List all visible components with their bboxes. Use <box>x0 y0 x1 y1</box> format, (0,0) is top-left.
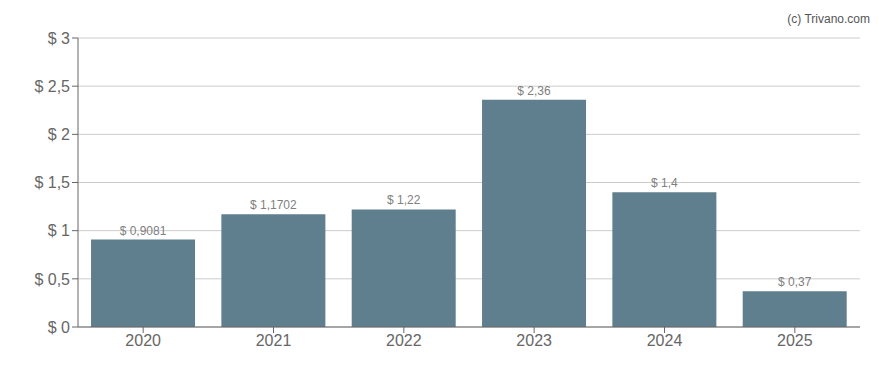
svg-text:$ 1,5: $ 1,5 <box>34 174 70 191</box>
svg-text:$ 0,9081: $ 0,9081 <box>120 224 167 238</box>
svg-text:$ 3: $ 3 <box>48 30 70 47</box>
svg-text:$ 2: $ 2 <box>48 126 70 143</box>
svg-text:$ 1,1702: $ 1,1702 <box>250 198 297 212</box>
svg-text:$ 1,22: $ 1,22 <box>387 193 421 207</box>
svg-text:$ 0: $ 0 <box>48 319 70 336</box>
html-text:(c) Trivano.com: (c) Trivano.com <box>787 12 870 26</box>
svg-text:$ 2,36: $ 2,36 <box>517 84 551 98</box>
svg-text:2023: 2023 <box>516 332 552 349</box>
svg-text:$ 2,5: $ 2,5 <box>34 78 70 95</box>
svg-text:2021: 2021 <box>256 332 292 349</box>
svg-text:2025: 2025 <box>777 332 813 349</box>
svg-text:$ 0,37: $ 0,37 <box>778 275 812 289</box>
svg-text:$ 0,5: $ 0,5 <box>34 271 70 288</box>
svg-text:2024: 2024 <box>647 332 683 349</box>
svg-text:$ 1: $ 1 <box>48 222 70 239</box>
svg-text:2020: 2020 <box>125 332 161 349</box>
svg-text:$ 1,4: $ 1,4 <box>651 176 678 190</box>
svg-text:2022: 2022 <box>386 332 422 349</box>
